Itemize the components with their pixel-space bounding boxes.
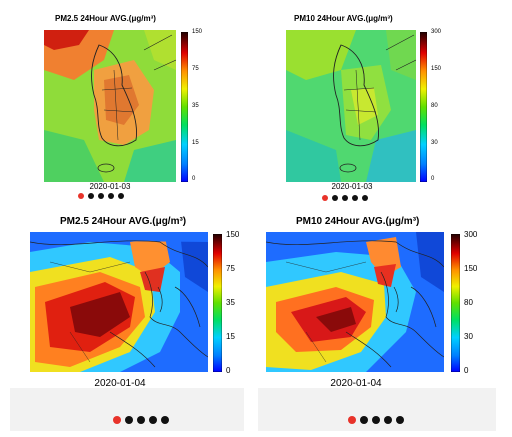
carousel-dot[interactable] [352, 195, 358, 201]
panel-title: PM10 24Hour AVG.(μg/m³) [294, 14, 393, 23]
east-asia-pm25-map [30, 232, 208, 372]
carousel-dot[interactable] [88, 193, 94, 199]
colorbar-ticks: 300 150 80 30 0 [464, 230, 486, 375]
korea-pm10-map [286, 30, 416, 182]
tick-label: 15 [192, 140, 199, 146]
colorbar-ticks: 150 75 35 15 0 [226, 230, 244, 375]
carousel-dot[interactable] [360, 416, 368, 424]
carousel-dot[interactable] [362, 195, 368, 201]
colorbar-ticks: 150 75 35 15 0 [192, 29, 212, 182]
panel-date: 2020-01-04 [94, 378, 146, 389]
carousel-dot[interactable] [161, 416, 169, 424]
carousel-dot-active[interactable] [348, 416, 356, 424]
tick-label: 150 [431, 66, 442, 72]
tick-label: 150 [192, 29, 203, 35]
tick-label: 15 [226, 332, 235, 341]
carousel-dot[interactable] [137, 416, 145, 424]
carousel-dot-active[interactable] [113, 416, 121, 424]
tick-label: 80 [431, 103, 438, 109]
carousel-dot[interactable] [342, 195, 348, 201]
colorbar [419, 31, 428, 183]
carousel-dot-active[interactable] [78, 193, 84, 199]
panel-pm25-2020-01-04: PM2.5 24Hour AVG.(μg/m³) 150 75 35 15 [10, 210, 244, 431]
tick-label: 30 [431, 140, 438, 146]
tick-label: 75 [192, 66, 199, 72]
tick-label: 0 [226, 366, 231, 375]
tick-label: 150 [464, 264, 478, 273]
tick-label: 0 [192, 176, 196, 182]
tick-label: 75 [226, 264, 235, 273]
panel-title: PM10 24Hour AVG.(μg/m³) [296, 216, 420, 227]
tick-label: 300 [431, 29, 442, 35]
colorbar [212, 233, 223, 373]
panel-pm10-2020-01-04: PM10 24Hour AVG.(μg/m³) 300 150 80 30 0 [258, 210, 496, 431]
panel-date: 2020-01-03 [89, 182, 131, 191]
carousel-dot[interactable] [118, 193, 124, 199]
korea-pm25-map [44, 30, 176, 182]
carousel-dot[interactable] [125, 416, 133, 424]
colorbar [450, 233, 461, 373]
carousel-dots[interactable] [348, 416, 404, 424]
tick-label: 35 [192, 103, 199, 109]
carousel-dot[interactable] [149, 416, 157, 424]
carousel-dots[interactable] [78, 193, 124, 199]
panel-title: PM2.5 24Hour AVG.(μg/m³) [60, 216, 187, 227]
panel-title: PM2.5 24Hour AVG.(μg/m³) [55, 14, 156, 23]
carousel-dots[interactable] [322, 195, 368, 201]
tick-label: 80 [464, 298, 473, 307]
tick-label: 150 [226, 230, 240, 239]
carousel-dots[interactable] [113, 416, 169, 424]
tick-label: 0 [464, 366, 469, 375]
colorbar [180, 31, 189, 183]
panel-pm25-2020-01-03: PM2.5 24Hour AVG.(μg/m³) 150 75 35 15 0 … [20, 8, 220, 206]
tick-label: 300 [464, 230, 478, 239]
panel-date: 2020-01-04 [330, 378, 382, 389]
tick-label: 30 [464, 332, 473, 341]
panel-pm10-2020-01-03: PM10 24Hour AVG.(μg/m³) 300 150 80 30 0 … [262, 8, 452, 206]
panel-date: 2020-01-03 [331, 182, 373, 191]
carousel-dot-active[interactable] [322, 195, 328, 201]
carousel-dot[interactable] [332, 195, 338, 201]
carousel-dot[interactable] [384, 416, 392, 424]
carousel-dot[interactable] [372, 416, 380, 424]
tick-label: 0 [431, 176, 435, 182]
carousel-dot[interactable] [98, 193, 104, 199]
carousel-dot[interactable] [396, 416, 404, 424]
east-asia-pm10-map [266, 232, 444, 372]
carousel-dot[interactable] [108, 193, 114, 199]
colorbar-ticks: 300 150 80 30 0 [431, 29, 451, 182]
tick-label: 35 [226, 298, 235, 307]
